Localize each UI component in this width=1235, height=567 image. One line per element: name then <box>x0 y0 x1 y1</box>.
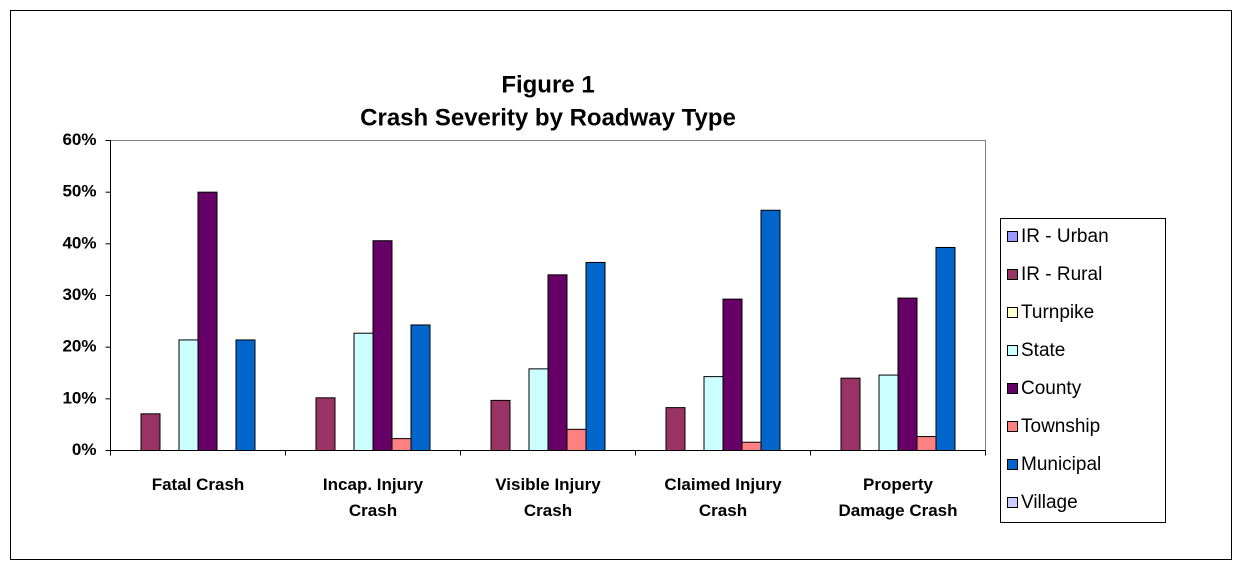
legend-swatch <box>1007 231 1018 242</box>
bar <box>585 261 606 451</box>
legend-label: State <box>1021 340 1065 361</box>
legend-label: Municipal <box>1021 454 1101 475</box>
bar <box>235 339 256 451</box>
y-tick-label: 40% <box>62 233 96 252</box>
y-tick-label: 20% <box>62 337 96 356</box>
legend-label: IR - Urban <box>1021 226 1109 247</box>
y-tick-label: 60% <box>62 130 96 149</box>
bar <box>935 246 956 451</box>
bar <box>372 240 393 451</box>
legend-swatch <box>1007 307 1018 318</box>
legend-label: Township <box>1021 416 1100 437</box>
y-tick-label: 50% <box>62 182 96 201</box>
chart-title: Figure 1 <box>501 71 594 98</box>
legend-swatch <box>1007 421 1018 432</box>
x-tick-label: Visible Injury Crash <box>495 474 601 520</box>
legend-swatch <box>1007 345 1018 356</box>
bar <box>197 191 218 452</box>
bar <box>703 376 724 451</box>
bar <box>315 397 336 451</box>
bar <box>528 368 549 451</box>
bar <box>547 274 568 452</box>
bar <box>840 377 861 451</box>
bar <box>916 436 937 451</box>
legend-label: Turnpike <box>1021 302 1094 323</box>
y-tick-label: 10% <box>62 388 96 407</box>
legend-swatch <box>1007 459 1018 470</box>
bar <box>741 441 762 452</box>
bar <box>566 428 587 452</box>
chart-subtitle: Crash Severity by Roadway Type <box>360 104 736 131</box>
bar <box>878 374 899 452</box>
bar <box>722 298 743 451</box>
legend-label: IR - Rural <box>1021 264 1102 285</box>
bar <box>140 413 161 452</box>
bar <box>760 209 781 451</box>
x-tick-label: Fatal Crash <box>151 474 245 494</box>
legend-swatch <box>1007 269 1018 280</box>
bar <box>410 324 431 452</box>
x-tick-label: Property Damage Crash <box>838 474 958 520</box>
legend-swatch <box>1007 383 1018 394</box>
y-tick-label: 0% <box>72 440 97 459</box>
x-tick-label: Claimed Injury Crash <box>664 474 782 520</box>
legend-swatch <box>1007 497 1018 508</box>
bar <box>353 332 374 452</box>
bar <box>178 339 199 451</box>
legend-label: County <box>1021 378 1082 399</box>
bar <box>391 438 412 452</box>
bar <box>665 407 686 452</box>
x-tick-label: Incap. Injury Crash <box>322 474 424 520</box>
bar <box>897 297 918 452</box>
bar <box>490 399 511 451</box>
legend-label: Village <box>1021 492 1078 513</box>
y-tick-label: 30% <box>62 285 96 304</box>
legend-box <box>1000 218 1166 523</box>
